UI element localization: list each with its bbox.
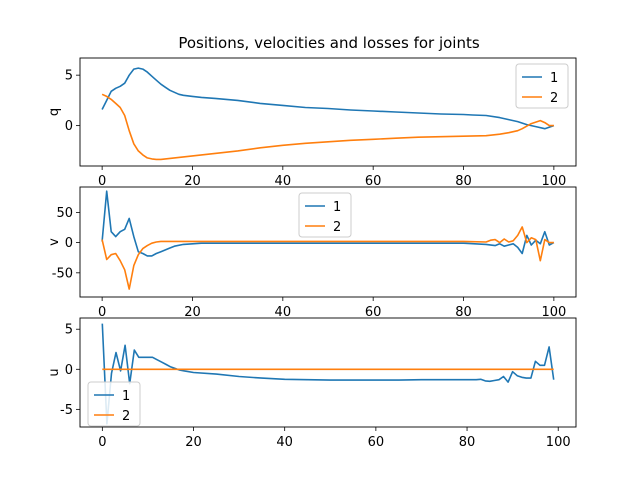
legend-box-losses bbox=[87, 381, 141, 427]
series-line-velocities-1 bbox=[101, 190, 555, 257]
x-tick-label: 100 bbox=[541, 305, 566, 320]
subplot-velocities: v 0 20 40 60 80 100 -50 0 50 1 2 bbox=[47, 186, 577, 320]
ylabel-v: v bbox=[47, 238, 62, 246]
legend-label-1: 1 bbox=[333, 200, 341, 215]
x-tick-label: 40 bbox=[275, 305, 292, 320]
chart-title: Positions, velocities and losses for joi… bbox=[178, 34, 480, 52]
series-line-velocities-2 bbox=[101, 226, 554, 290]
legend-label-1: 1 bbox=[122, 389, 130, 404]
x-tick-label: 60 bbox=[365, 305, 382, 320]
x-tick-label: 60 bbox=[368, 435, 385, 450]
legend-box-velocities bbox=[298, 192, 352, 238]
x-tick-label: 40 bbox=[275, 174, 292, 189]
series-line-positions-1 bbox=[101, 67, 555, 130]
x-tick-label: 0 bbox=[98, 174, 106, 189]
x-tick-label: 20 bbox=[184, 305, 201, 320]
x-tick-label: 100 bbox=[546, 435, 571, 450]
subplot-losses: u 0 20 40 60 80 100 -5 0 5 1 2 bbox=[47, 317, 577, 450]
x-tick-label: 100 bbox=[541, 174, 566, 189]
series-line-positions-2 bbox=[101, 93, 554, 161]
x-tick-label: 80 bbox=[459, 435, 476, 450]
y-tick-label: 50 bbox=[56, 206, 73, 221]
x-tick-label: 20 bbox=[185, 435, 202, 450]
ylabel-q: q bbox=[47, 108, 62, 116]
legend-box-positions bbox=[515, 63, 569, 109]
legend-label-1: 1 bbox=[550, 71, 558, 86]
x-tick-label: 20 bbox=[184, 174, 201, 189]
y-tick-label: 5 bbox=[65, 69, 73, 84]
legend-label-2: 2 bbox=[550, 91, 558, 106]
y-tick-label: 0 bbox=[65, 236, 73, 251]
y-tick-label: 5 bbox=[65, 323, 73, 338]
x-tick-label: 80 bbox=[455, 174, 472, 189]
x-tick-label: 60 bbox=[365, 174, 382, 189]
y-tick-label: -5 bbox=[60, 403, 73, 418]
legend-label-2: 2 bbox=[333, 220, 341, 235]
ylabel-u: u bbox=[47, 368, 62, 376]
legend-label-2: 2 bbox=[122, 409, 130, 424]
axes-frame-positions bbox=[79, 57, 577, 167]
y-tick-label: 0 bbox=[65, 363, 73, 378]
x-tick-label: 0 bbox=[98, 435, 106, 450]
x-tick-label: 80 bbox=[455, 305, 472, 320]
axes-frame-losses bbox=[79, 317, 577, 428]
axes-frame-velocities bbox=[79, 186, 577, 298]
y-tick-label: 0 bbox=[65, 119, 73, 134]
series-line-losses-1 bbox=[101, 323, 555, 425]
y-tick-label: -50 bbox=[52, 266, 73, 281]
x-tick-label: 40 bbox=[276, 435, 293, 450]
x-tick-label: 0 bbox=[98, 305, 106, 320]
subplot-positions: q 0 20 40 60 80 100 0 5 1 2 bbox=[47, 57, 577, 189]
